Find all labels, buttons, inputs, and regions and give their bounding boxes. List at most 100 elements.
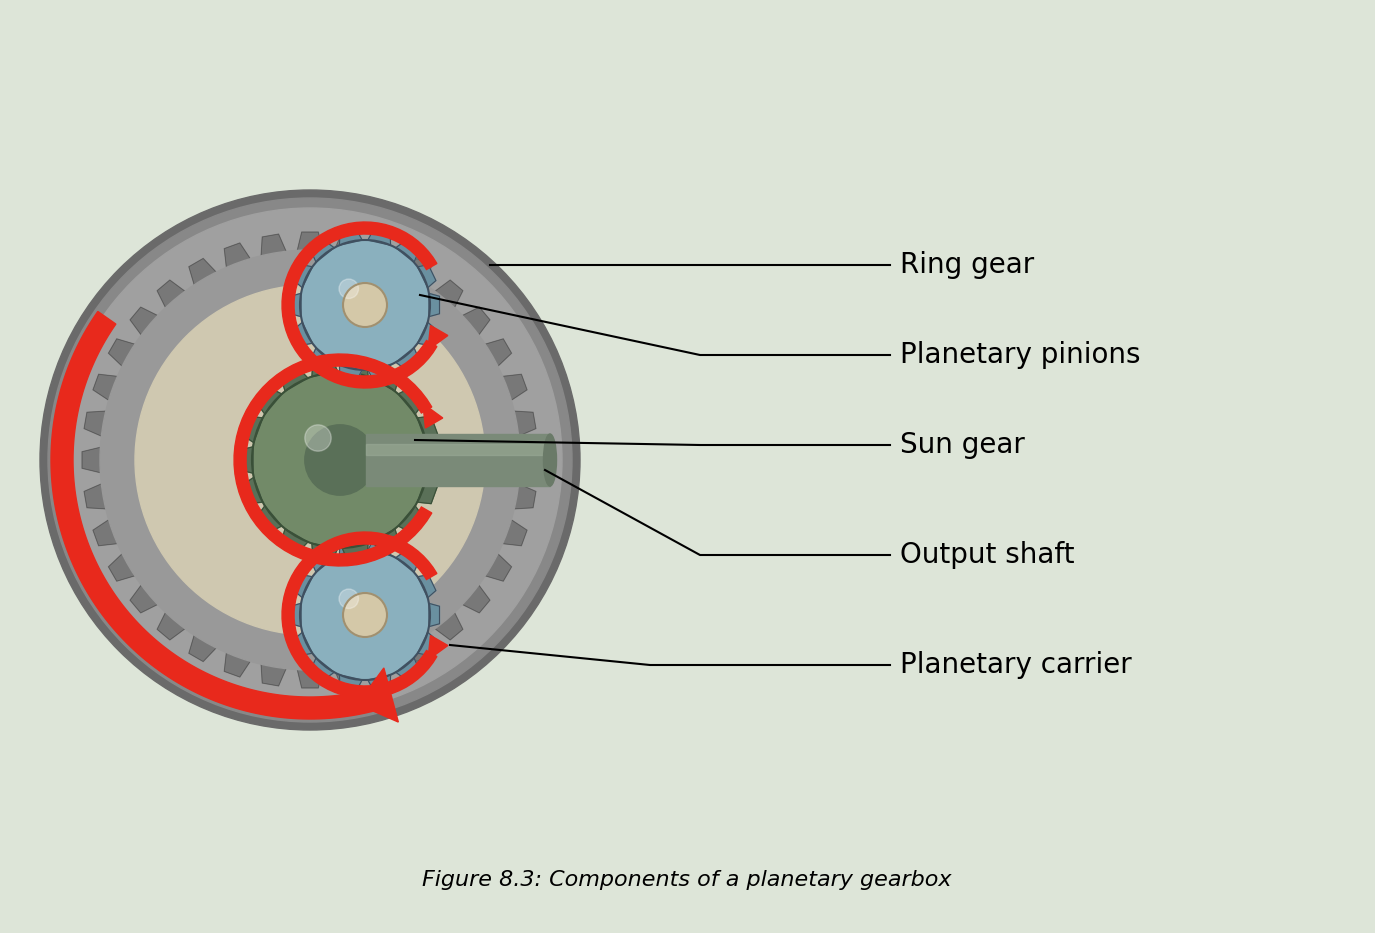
Polygon shape [157,612,184,640]
Polygon shape [312,359,338,377]
Circle shape [342,283,386,327]
Polygon shape [282,532,437,698]
Circle shape [340,589,359,608]
Polygon shape [312,543,338,561]
Polygon shape [294,633,312,655]
Polygon shape [334,664,359,686]
Polygon shape [242,416,263,442]
Circle shape [340,279,359,299]
Polygon shape [157,280,184,308]
Circle shape [305,425,375,495]
Polygon shape [342,359,368,377]
Polygon shape [514,484,536,508]
Polygon shape [261,234,286,256]
Polygon shape [297,232,323,250]
Circle shape [252,372,428,548]
Polygon shape [428,635,448,660]
Polygon shape [428,326,448,350]
Polygon shape [84,411,106,436]
Polygon shape [396,348,418,369]
Polygon shape [340,675,362,689]
Polygon shape [418,575,436,598]
Text: Sun gear: Sun gear [901,431,1024,459]
Polygon shape [109,554,135,581]
Polygon shape [94,374,117,400]
Polygon shape [399,506,424,532]
Circle shape [300,240,430,370]
Polygon shape [131,585,158,613]
Circle shape [40,190,580,730]
Polygon shape [290,293,301,316]
Polygon shape [290,604,301,627]
Polygon shape [294,322,312,345]
Circle shape [58,208,562,712]
Text: Output shaft: Output shaft [901,541,1074,569]
Polygon shape [312,551,334,572]
Bar [366,444,550,454]
Polygon shape [418,322,436,345]
Polygon shape [358,668,399,722]
Polygon shape [282,222,437,388]
Circle shape [135,285,485,635]
Polygon shape [109,339,135,366]
Polygon shape [434,612,463,640]
Polygon shape [503,520,527,546]
Polygon shape [368,675,390,689]
Polygon shape [434,280,463,308]
Polygon shape [370,244,396,268]
Polygon shape [131,307,158,335]
Circle shape [300,550,430,680]
Polygon shape [368,230,390,245]
Polygon shape [340,540,362,555]
Polygon shape [257,506,282,532]
Polygon shape [485,339,512,366]
Polygon shape [404,635,430,661]
Polygon shape [82,448,100,473]
Circle shape [100,250,520,670]
Polygon shape [396,242,418,262]
Ellipse shape [543,434,557,486]
Text: Planetary pinions: Planetary pinions [901,341,1140,369]
Polygon shape [282,529,308,552]
Polygon shape [188,258,216,285]
Polygon shape [462,307,490,335]
Polygon shape [224,653,250,677]
Polygon shape [239,447,253,473]
Polygon shape [418,265,436,287]
Polygon shape [261,664,286,686]
Polygon shape [368,365,390,380]
Polygon shape [242,478,263,504]
Polygon shape [94,520,117,546]
Polygon shape [424,403,443,428]
Polygon shape [234,354,432,566]
Polygon shape [257,388,282,414]
Text: Ring gear: Ring gear [901,251,1034,279]
Polygon shape [514,411,536,436]
Polygon shape [340,230,362,245]
Polygon shape [429,293,440,316]
Polygon shape [417,416,437,442]
Circle shape [305,425,331,452]
Polygon shape [342,543,368,561]
Polygon shape [373,368,399,391]
Polygon shape [520,448,538,473]
Polygon shape [334,234,359,256]
Polygon shape [294,265,312,287]
Polygon shape [485,554,512,581]
Polygon shape [51,312,377,719]
Polygon shape [224,244,250,268]
Polygon shape [404,258,430,285]
Polygon shape [417,478,437,504]
Polygon shape [297,670,323,688]
Polygon shape [312,242,334,262]
Polygon shape [373,529,399,552]
Polygon shape [312,348,334,369]
Polygon shape [282,368,308,391]
Bar [366,434,550,486]
Polygon shape [188,635,216,661]
Text: Figure 8.3: Components of a planetary gearbox: Figure 8.3: Components of a planetary ge… [422,870,951,890]
Polygon shape [312,658,334,678]
Polygon shape [340,365,362,380]
Polygon shape [399,388,424,414]
Polygon shape [368,540,390,555]
